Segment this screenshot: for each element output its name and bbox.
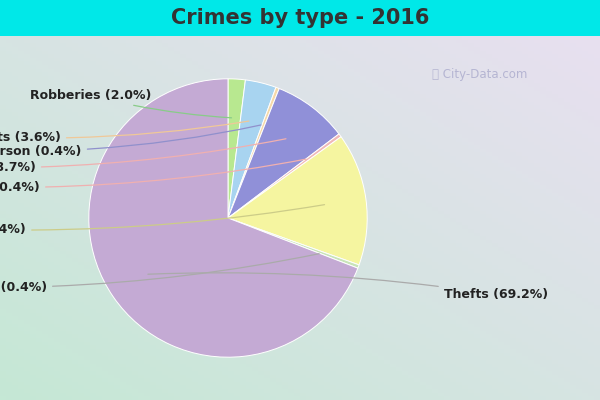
- Wedge shape: [228, 79, 245, 218]
- Text: Assaults (8.7%): Assaults (8.7%): [0, 139, 286, 174]
- Text: Auto thefts (3.6%): Auto thefts (3.6%): [0, 121, 249, 144]
- Text: Burglaries (15.4%): Burglaries (15.4%): [0, 205, 325, 236]
- Text: Murders (0.4%): Murders (0.4%): [0, 254, 319, 294]
- Text: ⓘ City-Data.com: ⓘ City-Data.com: [432, 68, 527, 81]
- Text: Robberies (2.0%): Robberies (2.0%): [30, 89, 232, 118]
- Text: Thefts (69.2%): Thefts (69.2%): [148, 273, 548, 301]
- Wedge shape: [228, 87, 279, 218]
- Wedge shape: [228, 218, 359, 268]
- Text: Arson (0.4%): Arson (0.4%): [0, 125, 261, 158]
- Wedge shape: [228, 134, 341, 218]
- Wedge shape: [228, 88, 339, 218]
- Wedge shape: [89, 79, 358, 357]
- Text: Rapes (0.4%): Rapes (0.4%): [0, 159, 306, 194]
- Text: Crimes by type - 2016: Crimes by type - 2016: [171, 8, 429, 28]
- Wedge shape: [228, 80, 276, 218]
- Wedge shape: [228, 137, 367, 265]
